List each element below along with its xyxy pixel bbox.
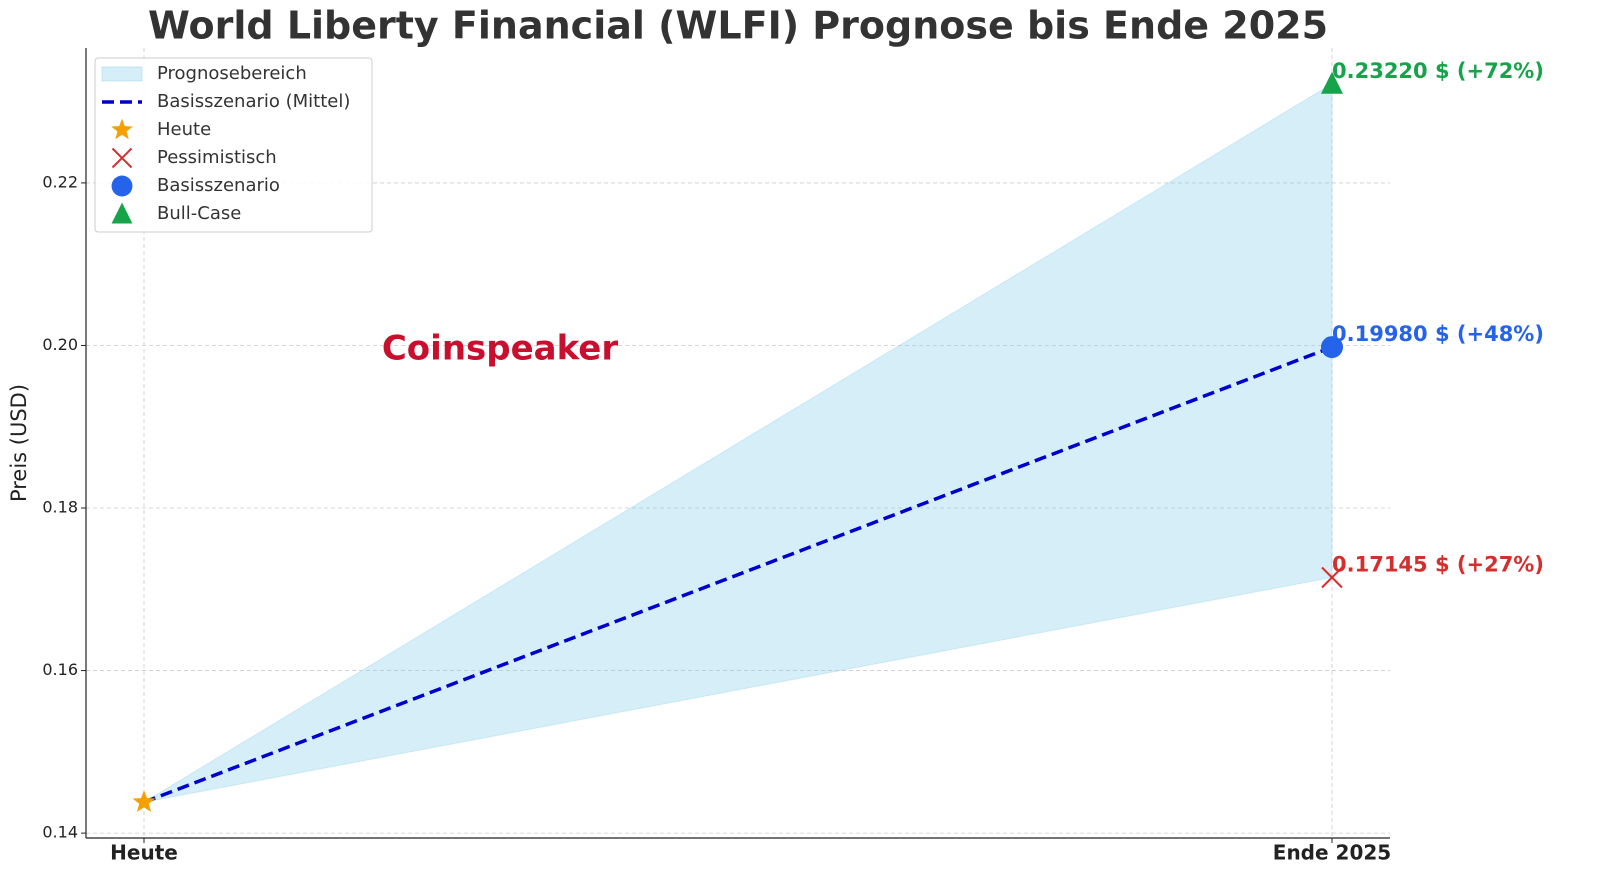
value-label: 0.19980 $ (+48%)	[1332, 322, 1544, 346]
y-axis-label: Preis (USD)	[7, 384, 31, 502]
value-label: 0.17145 $ (+27%)	[1332, 553, 1544, 577]
y-tick-label: 0.16	[42, 660, 78, 679]
legend: Prognosebereich Basisszenario (Mittel) Heu…	[94, 57, 373, 233]
chart-title: World Liberty Financial (WLFI) Prognose …	[148, 4, 1328, 48]
legend-label: Heute	[157, 119, 211, 140]
legend-swatch	[101, 66, 143, 82]
marker-star	[132, 790, 156, 812]
legend-label: Basisszenario	[157, 175, 280, 196]
forecast-band	[143, 82, 1333, 803]
marker-circle	[111, 175, 133, 197]
legend-box	[94, 57, 373, 233]
y-tick-label: 0.14	[42, 823, 78, 842]
marker-circle	[1321, 336, 1343, 359]
marker-star	[111, 118, 133, 140]
y-tick-label: 0.22	[42, 172, 78, 191]
legend-label: Prognosebereich	[157, 63, 307, 84]
value-label: 0.23220 $ (+72%)	[1332, 59, 1544, 83]
marker-triangle	[111, 202, 133, 224]
legend-label: Bull-Case	[157, 203, 241, 224]
y-tick-label: 0.18	[42, 498, 78, 517]
x-tick-label: Ende 2025	[1273, 841, 1391, 865]
x-tick-label: Heute	[110, 841, 178, 865]
watermark: Coinspeaker	[382, 329, 619, 369]
y-tick-label: 0.20	[42, 335, 78, 354]
legend-label: Pessimistisch	[157, 147, 277, 168]
legend-label: Basisszenario (Mittel)	[157, 91, 350, 112]
marker-x	[111, 147, 133, 169]
marker-triangle	[1321, 71, 1343, 94]
base-line	[143, 345, 1333, 804]
marker-x	[1321, 566, 1343, 589]
